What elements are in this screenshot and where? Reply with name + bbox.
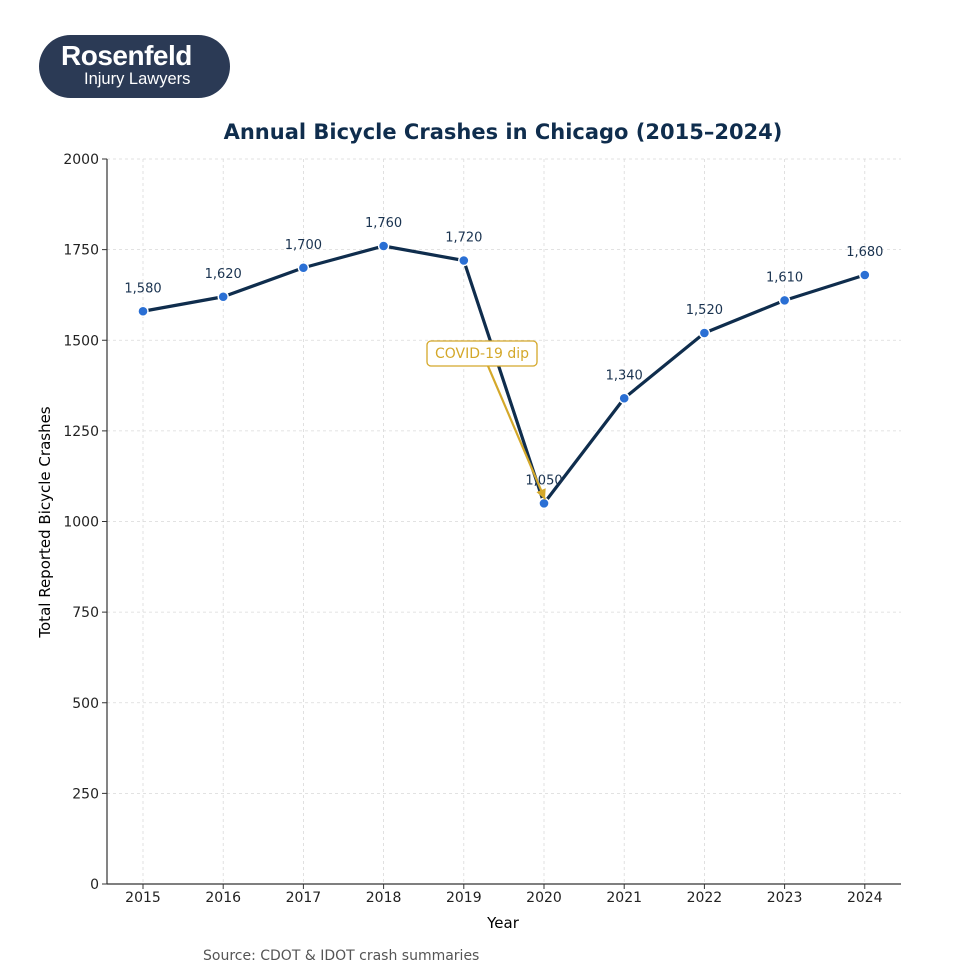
y-tick-label: 1000 [63,515,99,531]
annotation-arrow [486,365,547,500]
annotation-arrowhead [536,488,546,500]
x-tick-label: 2024 [847,890,883,906]
annotation: COVID-19 dip [426,340,547,500]
logo-tagline: Injury Lawyers [84,70,191,88]
data-point [377,240,390,252]
data-point [618,392,630,404]
source-note: Source: CDOT & IDOT crash summaries [203,948,480,964]
y-tick-label: 500 [72,696,99,712]
x-tick-label: 2020 [526,890,562,906]
annotation-box [426,340,538,367]
logo-name: Rosenfeld [61,40,192,71]
data-label: 1,680 [846,245,883,260]
x-tick-label: 2017 [286,890,322,906]
y-tick-label: 1500 [63,333,99,349]
data-label: 1,340 [606,368,643,383]
x-tick-label: 2016 [205,890,241,906]
data-label: 1,620 [205,267,242,282]
y-tick-label: 2000 [63,152,99,168]
data-label: 1,580 [124,281,161,296]
y-tick-label: 250 [72,786,99,802]
series-line [141,244,867,505]
data-point [859,269,871,281]
x-tick-label: 2021 [606,890,642,906]
data-point [458,254,470,267]
axes: 0 250 500 750 1000 1250 1500 1750 2000 2015 2016 20… [63,152,901,906]
chart-title: Annual Bicycle Crashes in Chicago (2015–… [224,120,783,144]
data-label: 1,520 [686,303,723,318]
data-label: 1,050 [525,473,562,488]
annotation-label: COVID-19 dip [435,346,529,362]
y-tick-label: 1750 [63,243,99,259]
x-tick-label: 2023 [767,890,803,906]
y-tick-label: 0 [90,877,99,893]
data-label: 1,610 [766,270,803,285]
data-point [217,291,229,303]
data-point [778,294,791,307]
data-point [538,497,550,510]
x-tick-label: 2018 [366,890,402,906]
x-tick-label: 2019 [446,890,482,906]
company-logo: Rosenfeld Injury Lawyers [39,35,230,98]
data-point [698,327,711,339]
x-tick-label: 2015 [125,890,161,906]
y-tick-label: 1250 [63,424,99,440]
x-axis-label: Year [486,914,520,932]
x-tick-label: 2022 [687,890,723,906]
data-label: 1,700 [285,238,322,253]
data-point [297,262,310,274]
data-point [137,305,149,317]
data-label: 1,720 [445,231,482,246]
y-axis-label: Total Reported Bicycle Crashes [36,406,54,638]
y-tick-label: 750 [72,605,99,621]
data-label: 1,760 [365,216,402,231]
